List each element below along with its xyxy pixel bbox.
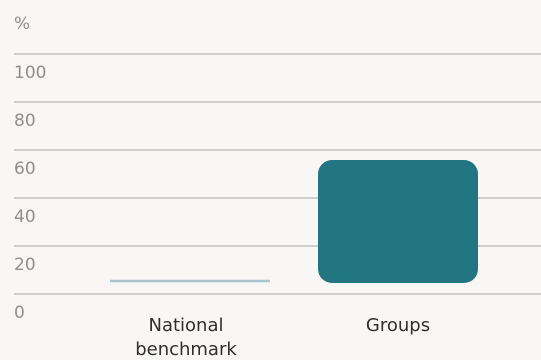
y-tick-label-80: 80 — [14, 111, 36, 131]
y-tick-label-100: 100 — [14, 63, 46, 83]
y-tick-label-20: 20 — [14, 255, 36, 275]
category-label-1: Groups — [366, 315, 430, 336]
y-tick-label-0: 0 — [14, 303, 25, 323]
gridlines — [14, 53, 541, 295]
y-axis-unit-label: % — [14, 14, 30, 34]
bars — [110, 160, 478, 283]
y-tick-label-40: 40 — [14, 207, 36, 227]
y-tick-labels: 0 20 40 60 80 100 — [14, 63, 46, 323]
y-tick-label-60: 60 — [14, 159, 36, 179]
bar-groups — [318, 160, 478, 283]
category-labels: National benchmark Groups — [135, 315, 430, 360]
category-label-0: National benchmark — [135, 315, 237, 360]
